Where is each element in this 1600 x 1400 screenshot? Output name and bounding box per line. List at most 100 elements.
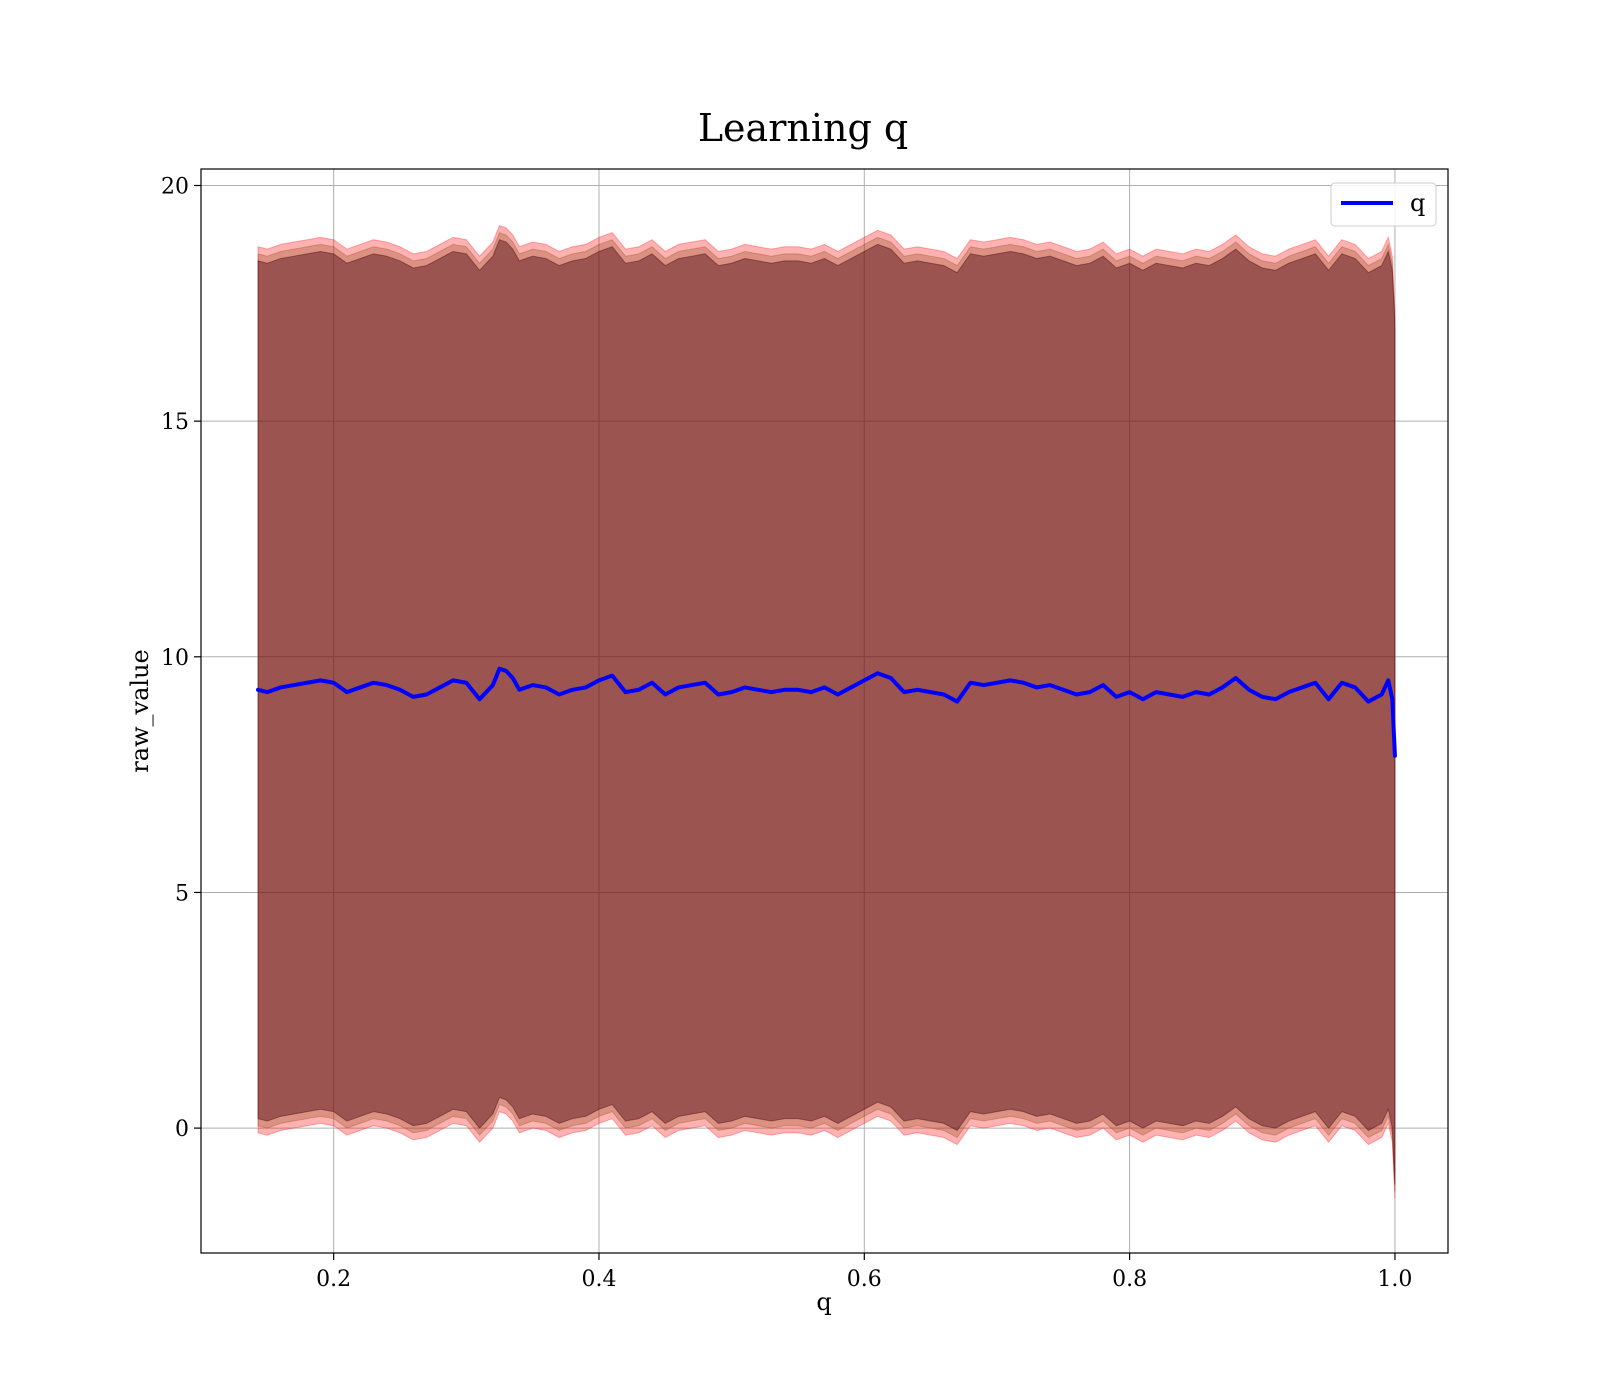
data-point-q: [1194, 690, 1198, 694]
data-point-q: [929, 690, 933, 694]
data-point-q: [1061, 688, 1065, 692]
data-point-q: [517, 688, 521, 692]
data-point-q: [836, 693, 840, 697]
data-point-q: [1234, 676, 1238, 680]
uncertainty-bands: [257, 224, 1396, 1199]
data-point-q: [584, 685, 588, 689]
data-point-q: [1101, 683, 1105, 687]
band-core-q: [257, 239, 1396, 1185]
data-point-q: [1128, 690, 1132, 694]
data-point-q: [597, 678, 601, 682]
data-point-q: [902, 690, 906, 694]
data-point-q: [1207, 693, 1211, 697]
data-point-q: [1380, 693, 1384, 697]
data-point-q: [809, 690, 813, 694]
x-axis-ticks: 0.2 0.4 0.6 0.8 1.0: [316, 1253, 1412, 1292]
data-point-q: [1141, 697, 1145, 701]
data-point-q: [570, 688, 574, 692]
data-point-q: [690, 683, 694, 687]
legend: q: [1330, 182, 1437, 227]
data-point-q: [425, 693, 429, 697]
data-point-q: [1366, 700, 1370, 704]
data-point-q: [783, 688, 787, 692]
data-point-q: [1021, 681, 1025, 685]
grid: [201, 169, 1448, 1253]
data-point-q: [1260, 695, 1264, 699]
data-point-q: [1340, 681, 1344, 685]
data-point-q: [796, 688, 800, 692]
data-point-q: [544, 685, 548, 689]
data-point-q: [1075, 693, 1079, 697]
data-point-q: [1035, 685, 1039, 689]
data-point-q: [1220, 685, 1224, 689]
y-axis-ticks: 0 5 10 15 20: [161, 174, 201, 1142]
data-point-q: [1247, 688, 1251, 692]
data-point-q: [1154, 690, 1158, 694]
series-lines: [256, 666, 1397, 758]
data-point-q: [1353, 685, 1357, 689]
data-point-q: [663, 693, 667, 697]
data-point-q: [769, 690, 773, 694]
band-outer-q: [257, 224, 1396, 1199]
data-point-q: [942, 693, 946, 697]
data-point-q: [1274, 697, 1278, 701]
data-point-q: [1390, 697, 1394, 701]
data-point-q: [371, 681, 375, 685]
data-point-q: [995, 681, 999, 685]
data-point-q: [756, 688, 760, 692]
data-point-q: [823, 685, 826, 689]
data-point-q: [1008, 678, 1012, 682]
data-point-q: [557, 693, 561, 697]
x-tick-label: 0.4: [581, 1267, 616, 1292]
x-axis-label: q: [816, 1288, 831, 1316]
y-tick-label: 10: [161, 646, 189, 671]
data-point-q: [968, 681, 972, 685]
data-point-q: [345, 690, 349, 694]
data-point-q: [1386, 678, 1390, 682]
data-point-q: [849, 685, 853, 689]
data-point-q: [915, 688, 919, 692]
x-tick-label: 0.8: [1112, 1267, 1147, 1292]
legend-label-q: q: [1410, 189, 1425, 217]
data-point-q: [491, 683, 495, 687]
data-point-q: [650, 681, 654, 685]
data-point-q: [1088, 690, 1092, 694]
data-point-q: [279, 685, 283, 689]
data-point-q: [624, 690, 628, 694]
data-point-q: [318, 678, 322, 682]
data-point-q: [305, 681, 309, 685]
data-point-q: [955, 700, 959, 704]
band-inner-q: [257, 231, 1396, 1192]
y-tick-label: 5: [175, 881, 189, 906]
y-axis-label: raw_value: [126, 649, 154, 773]
data-point-q: [1393, 754, 1397, 758]
data-point-q: [862, 678, 866, 682]
data-point-q: [411, 695, 415, 699]
data-point-q: [451, 678, 455, 682]
data-point-q: [610, 674, 614, 678]
data-point-q: [1048, 683, 1052, 687]
data-point-q: [1327, 697, 1331, 701]
data-point-q: [982, 683, 986, 687]
data-point-q: [511, 676, 515, 680]
y-tick-label: 15: [161, 410, 189, 435]
data-point-q: [1114, 695, 1118, 699]
data-point-q: [438, 685, 442, 689]
data-point-q: [703, 681, 707, 685]
data-point-q: [265, 690, 269, 694]
x-tick-label: 1.0: [1377, 1267, 1412, 1292]
data-point-q: [497, 667, 501, 671]
data-point-q: [504, 669, 508, 673]
data-point-q: [876, 671, 880, 675]
data-point-q: [256, 688, 260, 692]
data-point-q: [1300, 685, 1304, 689]
data-point-q: [385, 683, 389, 687]
data-point-q: [478, 697, 482, 701]
data-point-q: [292, 683, 296, 687]
data-point-q: [743, 685, 747, 689]
y-tick-label: 20: [161, 174, 189, 199]
plot-frame: [200, 168, 1449, 1254]
data-point-q: [1167, 693, 1171, 697]
